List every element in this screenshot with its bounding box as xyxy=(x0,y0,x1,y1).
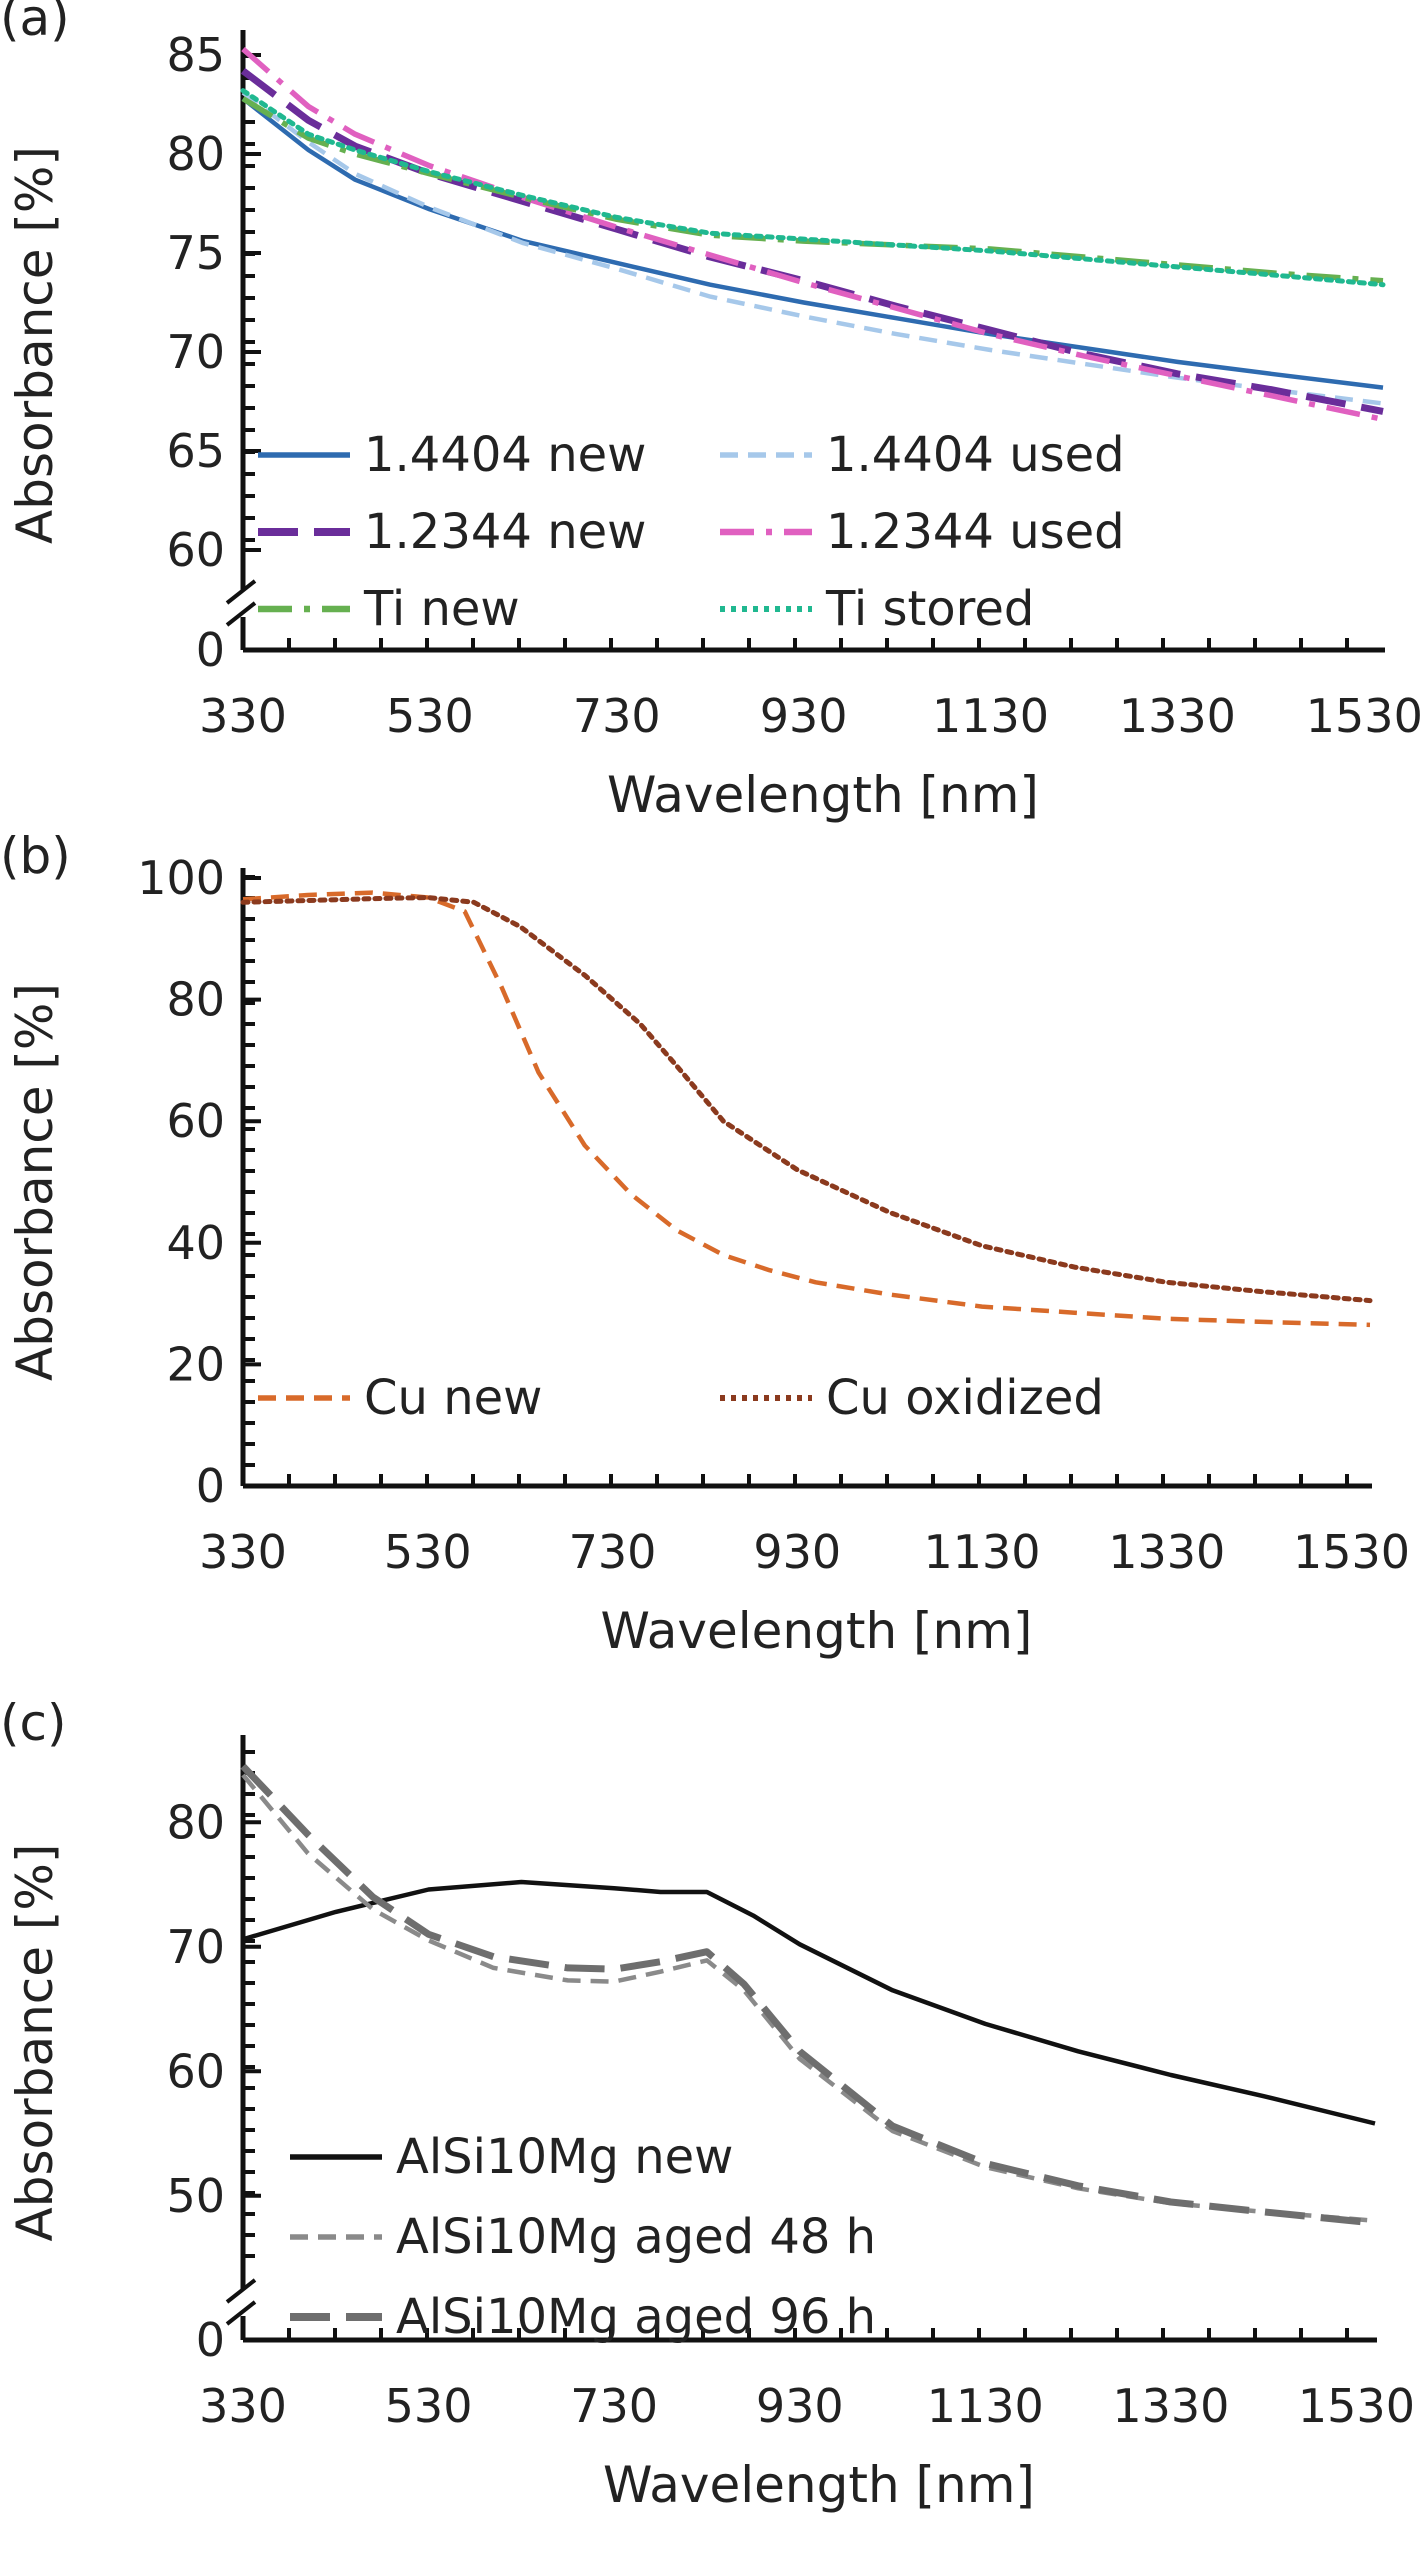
legend-label: Ti stored xyxy=(825,581,1034,637)
y-tick-label: 80 xyxy=(166,1795,225,1849)
y-tick-label: 60 xyxy=(166,523,225,577)
legend-label: AlSi10Mg new xyxy=(396,2129,733,2185)
y-tick-label: 65 xyxy=(166,424,225,478)
x-tick-label: 1130 xyxy=(923,1525,1040,1579)
x-tick-label: 1330 xyxy=(1112,2379,1229,2433)
y-tick-label: 75 xyxy=(166,226,225,280)
x-tick-label: 1330 xyxy=(1119,689,1236,743)
y-tick-label: 40 xyxy=(166,1216,225,1270)
series-line-2 xyxy=(240,1763,1376,2227)
x-tick-label: 930 xyxy=(760,689,848,743)
y-axis-title: Absorbance [%] xyxy=(6,983,64,1381)
x-tick-label: 330 xyxy=(199,689,287,743)
x-tick-label: 1530 xyxy=(1298,2379,1415,2433)
y-tick-label: 50 xyxy=(166,2169,225,2223)
y-tick-label: 60 xyxy=(166,2044,225,2098)
x-tick-label: 930 xyxy=(753,1525,841,1579)
series-line-0 xyxy=(241,96,1384,390)
x-tick-label: 530 xyxy=(385,2379,473,2433)
y-tick-label: 0 xyxy=(196,1459,225,1513)
series-line-1 xyxy=(240,895,1373,1304)
x-tick-label: 1530 xyxy=(1293,1525,1410,1579)
x-tick-label: 730 xyxy=(570,2379,658,2433)
y-axis-title: Absorbance [%] xyxy=(6,1844,64,2242)
axis-break-mark xyxy=(225,579,257,605)
panel-label: (c) xyxy=(0,1694,67,1752)
series-line-3 xyxy=(241,47,1384,422)
y-tick-label: 70 xyxy=(166,325,225,379)
x-tick-label: 1130 xyxy=(932,689,1049,743)
legend-label: AlSi10Mg aged 96 h xyxy=(396,2289,876,2345)
y-tick-label: 100 xyxy=(137,851,225,905)
axis-break-mark xyxy=(225,2278,257,2304)
y-tick-label: 80 xyxy=(166,127,225,181)
x-tick-label: 330 xyxy=(199,1525,287,1579)
y-tick-label: 60 xyxy=(166,1094,225,1148)
series-line-0 xyxy=(242,1879,1376,2126)
y-tick-label: 80 xyxy=(166,973,225,1027)
legend-label: 1.4404 new xyxy=(364,427,646,483)
x-tick-label: 730 xyxy=(573,689,661,743)
y-break-zero-label: 0 xyxy=(196,2313,225,2367)
y-tick-label: 70 xyxy=(166,1920,225,1974)
x-tick-label: 730 xyxy=(569,1525,657,1579)
legend-label: Ti new xyxy=(363,581,520,637)
x-tick-label: 530 xyxy=(384,1525,472,1579)
x-axis-title: Wavelength [nm] xyxy=(601,1602,1033,1660)
y-tick-label: 20 xyxy=(166,1337,225,1391)
axis-break-mark xyxy=(225,2300,257,2326)
legend-label: Cu oxidized xyxy=(826,1370,1104,1426)
x-tick-label: 330 xyxy=(199,2379,287,2433)
x-tick-label: 1530 xyxy=(1306,689,1423,743)
legend-label: Cu new xyxy=(364,1370,542,1426)
x-axis-title: Wavelength [nm] xyxy=(603,2456,1035,2514)
axis-break-mark xyxy=(225,601,257,627)
legend-label: 1.2344 used xyxy=(826,504,1125,560)
y-axis-title: Absorbance [%] xyxy=(6,146,64,544)
legend-label: 1.4404 used xyxy=(826,427,1125,483)
legend-label: AlSi10Mg aged 48 h xyxy=(396,2209,876,2265)
panel-label: (a) xyxy=(0,0,70,47)
chart-panel-0: (a) 60 65 70 75 80 85 0 330 530 730 930 1130 1330 1530… xyxy=(0,0,1423,824)
y-break-zero-label: 0 xyxy=(196,623,225,677)
x-tick-label: 930 xyxy=(756,2379,844,2433)
panel-label: (b) xyxy=(0,827,71,885)
legend-label: 1.2344 new xyxy=(364,504,646,560)
x-axis-title: Wavelength [nm] xyxy=(607,766,1039,824)
series-line-4 xyxy=(241,96,1384,284)
chart-panel-2: (c) 50 60 70 80 0 330 530 730 930 1130 1330 1530 Wave… xyxy=(0,1694,1415,2514)
x-tick-label: 1130 xyxy=(927,2379,1044,2433)
chart-panel-1: (b) 0 20 40 60 80 100 330 530 730 930 1130 1330 1530 W… xyxy=(0,827,1410,1660)
series-line-0 xyxy=(242,890,1371,1328)
series-line-5 xyxy=(240,88,1386,288)
x-tick-label: 530 xyxy=(386,689,474,743)
x-tick-label: 1330 xyxy=(1108,1525,1225,1579)
series-line-1 xyxy=(241,90,1384,406)
y-tick-label: 85 xyxy=(166,28,225,82)
